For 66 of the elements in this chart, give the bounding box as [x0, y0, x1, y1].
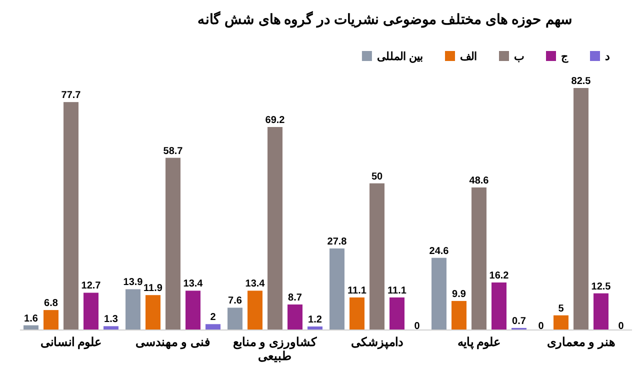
- bar: [472, 187, 486, 330]
- bar: [44, 310, 58, 330]
- data-label: 69.2: [265, 115, 286, 126]
- data-label: 0: [618, 321, 624, 332]
- bar: [268, 127, 282, 330]
- bar: [350, 297, 364, 330]
- data-label: 0: [414, 321, 420, 332]
- bar: [206, 324, 220, 330]
- data-label: 6.8: [44, 298, 58, 310]
- bar: [248, 290, 262, 330]
- data-label: 82.5: [571, 76, 592, 87]
- bar: [228, 308, 242, 330]
- legend-label: د: [605, 51, 610, 63]
- data-label: 12.5: [591, 281, 612, 292]
- data-label: 0.7: [512, 316, 526, 327]
- x-tick-label: هنر و معماری: [547, 335, 615, 350]
- data-label: 12.7: [81, 280, 102, 292]
- data-label: 1.3: [104, 314, 118, 326]
- legend-label: ب: [514, 51, 524, 63]
- bar: [432, 258, 446, 330]
- data-label: 27.8: [327, 236, 348, 248]
- data-label: 13.4: [245, 278, 266, 290]
- data-label: 9.9: [452, 288, 466, 300]
- x-tick-label: علوم پایه: [457, 335, 501, 350]
- data-label: 7.6: [228, 296, 242, 307]
- x-tick-label: علوم انسانی: [40, 335, 102, 350]
- x-tick-label: دامپزشکی: [351, 335, 403, 350]
- legend-label: ج: [561, 51, 569, 63]
- bar: [594, 293, 608, 330]
- data-label: 50: [371, 171, 383, 182]
- data-label: 24.6: [429, 246, 450, 257]
- bar: [370, 183, 384, 330]
- data-label: 58.7: [163, 146, 184, 157]
- data-label: 77.7: [61, 90, 82, 102]
- data-label: 16.2: [489, 270, 510, 282]
- bar: [64, 102, 78, 330]
- bar: [84, 292, 98, 330]
- chart-title: سهم حوزه های مختلف موضوعی نشریات در گروه های شش گانه: [198, 11, 572, 28]
- bar: [104, 326, 118, 330]
- bar: [186, 290, 200, 330]
- data-label: 2: [210, 312, 216, 324]
- data-label: 13.4: [183, 278, 204, 290]
- bar: [574, 88, 588, 330]
- data-label: 1.6: [24, 313, 38, 324]
- data-label: 11.1: [388, 285, 407, 296]
- data-label: 11.1: [348, 285, 367, 296]
- bar: [288, 304, 302, 330]
- legend-label: بین المللی: [376, 51, 423, 63]
- data-label: 1.2: [308, 314, 322, 326]
- data-label: 11.9: [144, 283, 163, 294]
- data-label: 48.6: [469, 175, 490, 186]
- bar: [146, 295, 160, 330]
- data-label: 0: [538, 321, 544, 332]
- x-tick-label: فنی و مهندسی: [136, 335, 210, 350]
- bar: [166, 158, 180, 330]
- legend-label: الف: [460, 51, 477, 63]
- bar: [452, 300, 466, 330]
- bar: [126, 289, 140, 330]
- bar: [492, 282, 506, 330]
- x-tick-label: کشاورزی و منابع طبیعی: [233, 335, 317, 363]
- bar: [390, 297, 404, 330]
- data-label: 5: [558, 303, 564, 314]
- bar: [554, 315, 568, 330]
- data-label: 8.7: [288, 292, 302, 304]
- bar: [330, 248, 344, 330]
- data-label: 13.9: [123, 277, 144, 288]
